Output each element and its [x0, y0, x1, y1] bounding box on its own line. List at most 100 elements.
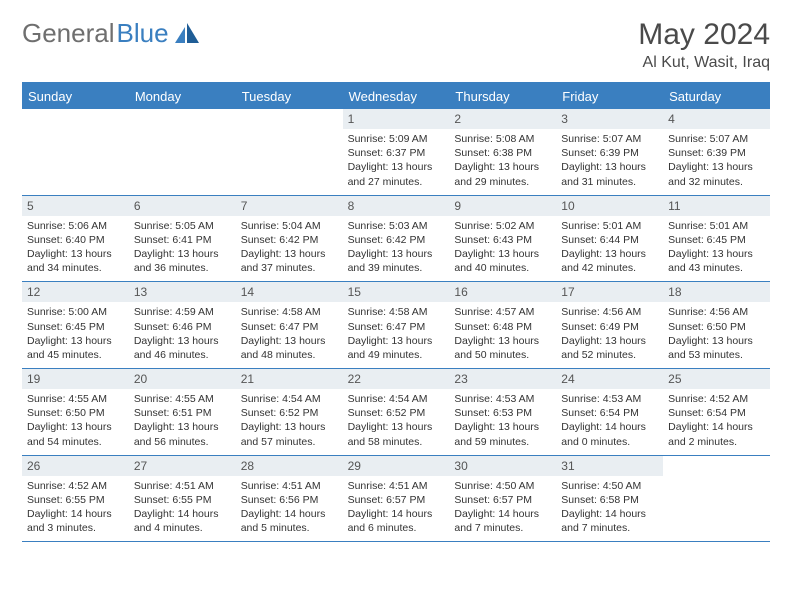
info-line: and 6 minutes.	[348, 521, 445, 535]
info-line: Sunset: 6:38 PM	[454, 146, 551, 160]
day-number: 17	[556, 282, 663, 302]
info-line: Daylight: 13 hours	[561, 160, 658, 174]
info-line: and 59 minutes.	[454, 435, 551, 449]
info-line: and 53 minutes.	[668, 348, 765, 362]
info-line: Daylight: 13 hours	[348, 247, 445, 261]
info-line: Daylight: 13 hours	[134, 420, 231, 434]
info-line: Sunset: 6:52 PM	[241, 406, 338, 420]
info-line: Sunrise: 4:52 AM	[668, 392, 765, 406]
day-info: Sunrise: 4:53 AMSunset: 6:54 PMDaylight:…	[561, 392, 658, 449]
info-line: and 37 minutes.	[241, 261, 338, 275]
info-line: Sunset: 6:41 PM	[134, 233, 231, 247]
day-info: Sunrise: 4:55 AMSunset: 6:50 PMDaylight:…	[27, 392, 124, 449]
day-number: 18	[663, 282, 770, 302]
info-line: Sunset: 6:51 PM	[134, 406, 231, 420]
info-line: and 31 minutes.	[561, 175, 658, 189]
weeks-container: 1Sunrise: 5:09 AMSunset: 6:37 PMDaylight…	[22, 109, 770, 542]
day-cell: 11 Sunrise: 5:01 AMSunset: 6:45 PMDayligh…	[663, 196, 770, 282]
day-info: Sunrise: 5:01 AMSunset: 6:44 PMDaylight:…	[561, 219, 658, 276]
day-info: Sunrise: 4:58 AMSunset: 6:47 PMDaylight:…	[241, 305, 338, 362]
info-line: Sunrise: 5:08 AM	[454, 132, 551, 146]
day-cell: 10 Sunrise: 5:01 AMSunset: 6:44 PMDayligh…	[556, 196, 663, 282]
info-line: Sunset: 6:50 PM	[668, 320, 765, 334]
info-line: and 50 minutes.	[454, 348, 551, 362]
info-line: Sunset: 6:46 PM	[134, 320, 231, 334]
info-line: Sunrise: 5:06 AM	[27, 219, 124, 233]
day-cell: 4Sunrise: 5:07 AMSunset: 6:39 PMDaylight…	[663, 109, 770, 195]
info-line: Sunset: 6:42 PM	[241, 233, 338, 247]
info-line: and 52 minutes.	[561, 348, 658, 362]
info-line: Sunrise: 5:02 AM	[454, 219, 551, 233]
dow-row: SundayMondayTuesdayWednesdayThursdayFrid…	[22, 84, 770, 109]
day-cell: 9Sunrise: 5:02 AMSunset: 6:43 PMDaylight…	[449, 196, 556, 282]
day-number: 27	[129, 456, 236, 476]
header: GeneralBlue May 2024 Al Kut, Wasit, Iraq	[22, 18, 770, 72]
day-info: Sunrise: 4:54 AMSunset: 6:52 PMDaylight:…	[348, 392, 445, 449]
info-line: and 40 minutes.	[454, 261, 551, 275]
day-info: Sunrise: 4:52 AMSunset: 6:55 PMDaylight:…	[27, 479, 124, 536]
info-line: Daylight: 14 hours	[27, 507, 124, 521]
day-info: Sunrise: 4:50 AMSunset: 6:57 PMDaylight:…	[454, 479, 551, 536]
info-line: Sunrise: 4:56 AM	[561, 305, 658, 319]
info-line: Sunrise: 4:58 AM	[348, 305, 445, 319]
day-number: 10	[556, 196, 663, 216]
day-info: Sunrise: 4:58 AMSunset: 6:47 PMDaylight:…	[348, 305, 445, 362]
day-cell: 8Sunrise: 5:03 AMSunset: 6:42 PMDaylight…	[343, 196, 450, 282]
info-line: Sunrise: 5:03 AM	[348, 219, 445, 233]
info-line: Sunset: 6:37 PM	[348, 146, 445, 160]
info-line: and 56 minutes.	[134, 435, 231, 449]
day-cell: 7Sunrise: 5:04 AMSunset: 6:42 PMDaylight…	[236, 196, 343, 282]
title-block: May 2024 Al Kut, Wasit, Iraq	[638, 18, 770, 72]
day-info: Sunrise: 5:09 AMSunset: 6:37 PMDaylight:…	[348, 132, 445, 189]
info-line: Sunrise: 5:04 AM	[241, 219, 338, 233]
day-cell: 25Sunrise: 4:52 AMSunset: 6:54 PMDayligh…	[663, 369, 770, 455]
info-line: Sunset: 6:47 PM	[241, 320, 338, 334]
dow-label: Monday	[129, 84, 236, 109]
info-line: Sunrise: 5:01 AM	[561, 219, 658, 233]
info-line: and 58 minutes.	[348, 435, 445, 449]
week-row: 1Sunrise: 5:09 AMSunset: 6:37 PMDaylight…	[22, 109, 770, 196]
info-line: Sunset: 6:45 PM	[668, 233, 765, 247]
info-line: and 48 minutes.	[241, 348, 338, 362]
day-number: 2	[449, 109, 556, 129]
dow-label: Thursday	[449, 84, 556, 109]
sails-icon	[173, 23, 201, 45]
day-cell: 30Sunrise: 4:50 AMSunset: 6:57 PMDayligh…	[449, 456, 556, 542]
day-cell: 14Sunrise: 4:58 AMSunset: 6:47 PMDayligh…	[236, 282, 343, 368]
day-number: 11	[663, 196, 770, 216]
info-line: Sunrise: 5:07 AM	[561, 132, 658, 146]
day-cell	[236, 109, 343, 195]
info-line: and 5 minutes.	[241, 521, 338, 535]
day-number: 19	[22, 369, 129, 389]
info-line: Sunset: 6:50 PM	[27, 406, 124, 420]
info-line: Daylight: 13 hours	[454, 160, 551, 174]
day-info: Sunrise: 5:02 AMSunset: 6:43 PMDaylight:…	[454, 219, 551, 276]
info-line: Daylight: 13 hours	[134, 247, 231, 261]
day-info: Sunrise: 4:56 AMSunset: 6:50 PMDaylight:…	[668, 305, 765, 362]
info-line: Sunset: 6:58 PM	[561, 493, 658, 507]
day-info: Sunrise: 5:00 AMSunset: 6:45 PMDaylight:…	[27, 305, 124, 362]
day-info: Sunrise: 5:01 AMSunset: 6:45 PMDaylight:…	[668, 219, 765, 276]
info-line: and 0 minutes.	[561, 435, 658, 449]
day-number: 29	[343, 456, 450, 476]
info-line: Daylight: 13 hours	[668, 334, 765, 348]
day-cell: 22Sunrise: 4:54 AMSunset: 6:52 PMDayligh…	[343, 369, 450, 455]
info-line: Daylight: 13 hours	[668, 247, 765, 261]
info-line: and 4 minutes.	[134, 521, 231, 535]
day-cell: 18 Sunrise: 4:56 AMSunset: 6:50 PMDayligh…	[663, 282, 770, 368]
info-line: Sunrise: 4:59 AM	[134, 305, 231, 319]
info-line: Daylight: 14 hours	[561, 507, 658, 521]
day-info: Sunrise: 4:51 AMSunset: 6:55 PMDaylight:…	[134, 479, 231, 536]
info-line: Sunset: 6:55 PM	[134, 493, 231, 507]
info-line: Sunrise: 4:55 AM	[27, 392, 124, 406]
day-cell: 20Sunrise: 4:55 AMSunset: 6:51 PMDayligh…	[129, 369, 236, 455]
day-cell: 1Sunrise: 5:09 AMSunset: 6:37 PMDaylight…	[343, 109, 450, 195]
info-line: Sunrise: 4:58 AM	[241, 305, 338, 319]
day-cell	[663, 456, 770, 542]
info-line: Sunrise: 4:53 AM	[454, 392, 551, 406]
info-line: Sunrise: 5:07 AM	[668, 132, 765, 146]
info-line: Sunrise: 4:50 AM	[454, 479, 551, 493]
calendar: SundayMondayTuesdayWednesdayThursdayFrid…	[22, 82, 770, 542]
day-info: Sunrise: 5:04 AMSunset: 6:42 PMDaylight:…	[241, 219, 338, 276]
dow-label: Friday	[556, 84, 663, 109]
